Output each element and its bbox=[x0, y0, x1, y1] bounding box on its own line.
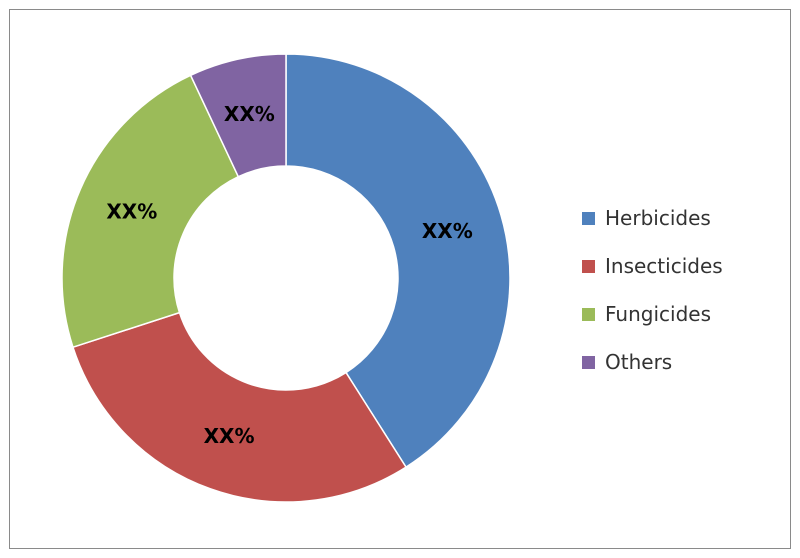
legend-swatch-others bbox=[582, 355, 595, 369]
data-label-fungicides: XX% bbox=[106, 199, 157, 223]
legend-item-others: Others bbox=[582, 338, 792, 386]
legend: Herbicides Insecticides Fungicides Other… bbox=[582, 194, 792, 386]
data-label-herbicides: XX% bbox=[422, 219, 473, 243]
legend-label-others: Others bbox=[605, 350, 673, 374]
legend-label-insecticides: Insecticides bbox=[605, 254, 723, 278]
slice-others bbox=[189, 53, 287, 178]
legend-item-insecticides: Insecticides bbox=[582, 242, 792, 290]
legend-swatch-insecticides bbox=[582, 259, 595, 273]
slice-fungicides bbox=[61, 74, 240, 349]
legend-swatch-herbicides bbox=[582, 211, 595, 225]
data-label-others: XX% bbox=[224, 102, 275, 126]
legend-label-herbicides: Herbicides bbox=[605, 206, 711, 230]
legend-label-fungicides: Fungicides bbox=[605, 302, 711, 326]
legend-item-fungicides: Fungicides bbox=[582, 290, 792, 338]
slice-insecticides bbox=[72, 311, 408, 503]
slice-herbicides bbox=[285, 53, 511, 469]
legend-item-herbicides: Herbicides bbox=[582, 194, 792, 242]
legend-swatch-fungicides bbox=[582, 307, 595, 321]
data-label-insecticides: XX% bbox=[204, 424, 255, 448]
